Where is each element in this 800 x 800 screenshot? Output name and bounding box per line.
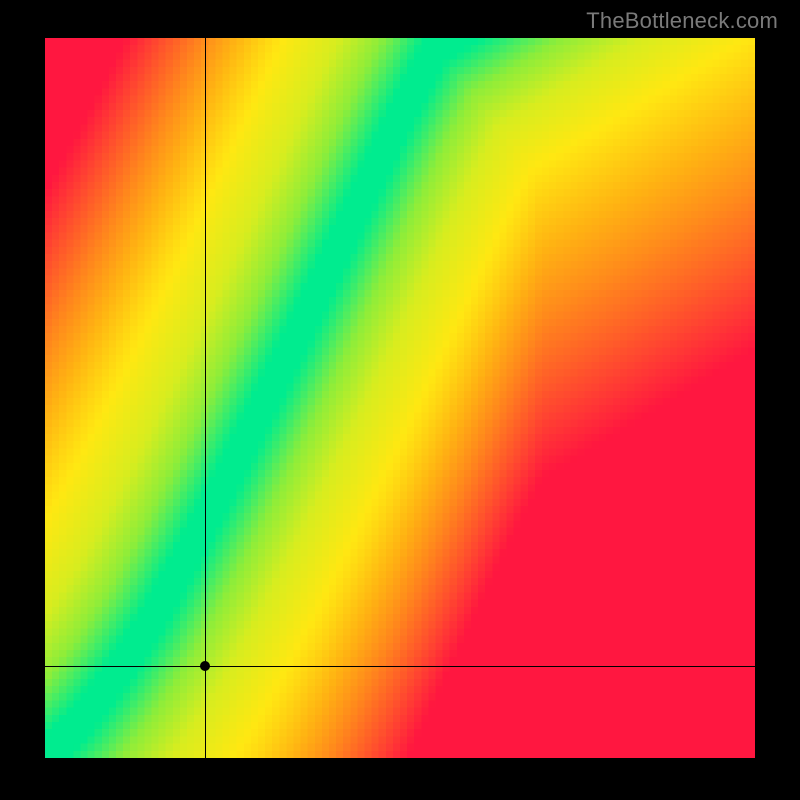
- crosshair-marker: [200, 661, 210, 671]
- chart-container: TheBottleneck.com: [0, 0, 800, 800]
- plot-area: [45, 38, 755, 758]
- crosshair-vertical: [205, 38, 206, 758]
- heatmap-canvas: [45, 38, 755, 758]
- watermark-text: TheBottleneck.com: [586, 8, 778, 34]
- crosshair-horizontal: [45, 666, 755, 667]
